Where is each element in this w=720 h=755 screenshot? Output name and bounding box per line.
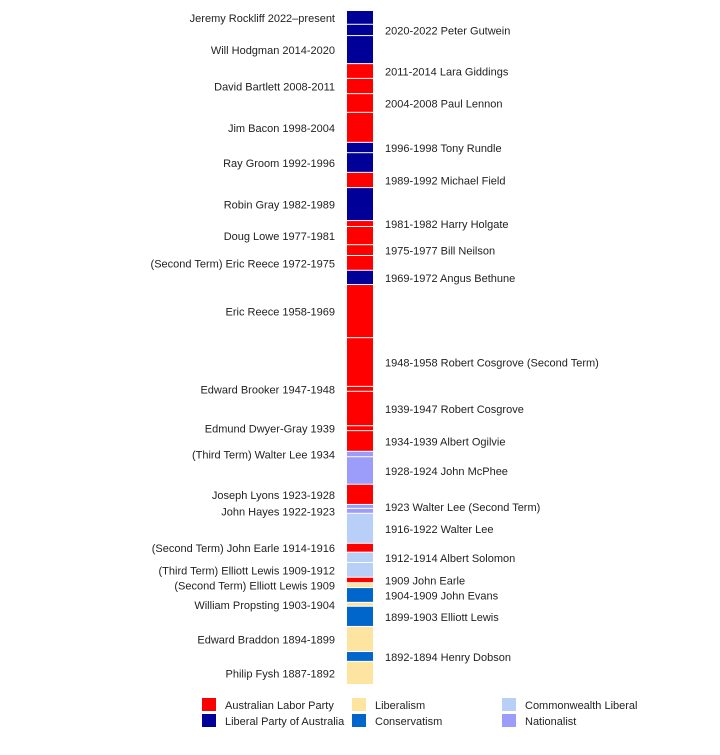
segment-conservatism [347,606,373,626]
premier-label: 2004-2008 Paul Lennon [385,98,502,110]
premier-label: 1912-1914 Albert Solomon [385,553,515,565]
segment-nationalist [347,504,373,508]
premier-label: 1996-1998 Tony Rundle [385,143,502,155]
segment-labor [347,386,373,391]
segment-liberal [347,153,373,172]
timeline-bar [347,11,373,684]
premier-label: 1989-1992 Michael Field [385,175,505,187]
segment-nationalist [347,451,373,457]
legend-swatch-commonwealth_liberal [502,698,516,711]
segment-commonwealth_liberal [347,562,373,577]
premier-label: Joseph Lyons 1923-1928 [212,490,335,502]
premier-label: 1981-1982 Harry Holgate [385,219,509,231]
premier-label: (Third Term) Elliott Lewis 1909-1912 [159,565,335,577]
segment-labor [347,543,373,552]
premier-label: 1904-1909 John Evans [385,590,499,602]
segment-labor [347,285,373,338]
premier-label: 1939-1947 Robert Cosgrove [385,404,524,416]
segment-liberal [347,270,373,285]
premier-label: (Second Term) John Earle 1914-1916 [152,543,335,555]
premier-label: 1934-1939 Albert Ogilvie [385,436,505,448]
segment-liberal [347,36,373,64]
premier-label: 1909 John Earle [385,575,465,587]
segment-labor [347,221,373,226]
premier-label: 1899-1903 Elliott Lewis [385,612,499,624]
premier-label: (Second Term) Elliott Lewis 1909 [174,581,335,593]
segment-labor [347,431,373,451]
premier-label: William Propsting 1903-1904 [194,600,335,612]
segment-labor [347,338,373,386]
segment-labor [347,226,373,245]
premier-label: Will Hodgman 2014-2020 [211,45,335,57]
premier-label: (Second Term) Eric Reece 1972-1975 [151,258,335,270]
legend-swatch-nationalist [502,714,516,727]
segment-labor [347,94,373,112]
premier-label: 2020-2022 Peter Gutwein [385,25,510,37]
legend-swatch-labor [202,698,216,711]
premier-label: Edmund Dwyer-Gray 1939 [205,424,335,436]
premier-label: (Third Term) Walter Lee 1934 [192,450,335,462]
segment-liberalism [347,661,373,684]
premier-label: Robin Gray 1982-1989 [224,200,335,212]
legend: Australian Labor Party Liberal Party of A… [202,698,638,728]
premier-label: Ray Groom 1992-1996 [223,158,335,170]
premier-label: Edward Braddon 1894-1899 [197,634,335,646]
segment-liberalism [347,583,373,588]
segment-labor [347,577,373,583]
premier-label: 1892-1894 Henry Dobson [385,652,511,664]
premier-label: Jeremy Rockliff 2022–present [190,13,335,25]
premier-label: 1923 Walter Lee (Second Term) [385,502,540,514]
legend-label-liberal: Liberal Party of Australia [225,716,345,728]
segment-labor [347,256,373,270]
premier-label: Edward Brooker 1947-1948 [200,384,335,396]
segment-nationalist [347,508,373,513]
premier-label: 1975-1977 Bill Neilson [385,246,495,258]
legend-label-labor: Australian Labor Party [225,700,334,712]
segment-liberal [347,142,373,153]
segment-conservatism [347,588,373,602]
premier-label: 1928-1924 John McPhee [385,466,508,478]
premier-label: John Hayes 1922-1923 [221,506,335,518]
segment-liberalism [347,626,373,652]
legend-swatch-conservatism [352,714,366,727]
premier-label: Philip Fysh 1887-1892 [226,668,335,680]
legend-label-nationalist: Nationalist [525,716,576,728]
premier-label: Jim Bacon 1998-2004 [228,123,335,135]
segment-labor [347,245,373,256]
premier-label: David Bartlett 2008-2011 [214,82,335,94]
legend-swatch-liberal [202,714,216,727]
segment-conservatism [347,652,373,661]
legend-label-conservatism: Conservatism [375,716,442,728]
premier-label: Doug Lowe 1977-1981 [224,231,335,243]
legend-label-liberalism: Liberalism [375,700,425,712]
segment-labor [347,426,373,431]
segment-labor [347,78,373,94]
segment-liberal [347,24,373,36]
segment-labor [347,112,373,142]
legend-swatch-liberalism [352,698,366,711]
segment-labor [347,484,373,504]
premier-label: 1948-1958 Robert Cosgrove (Second Term) [385,358,599,370]
premier-label: 1969-1972 Angus Bethune [385,273,515,285]
premier-label: Eric Reece 1958-1969 [226,307,335,319]
segment-labor [347,64,373,78]
premier-label: 2011-2014 Lara Giddings [385,67,509,79]
segment-labor [347,391,373,426]
premier-label: 1916-1922 Walter Lee [385,524,493,536]
segment-liberal [347,11,373,24]
segment-liberal [347,188,373,221]
segment-commonwealth_liberal [347,513,373,543]
legend-label-commonwealth_liberal: Commonwealth Liberal [525,700,638,712]
segment-labor [347,172,373,188]
segment-liberalism [347,602,373,606]
timeline-labels: Jeremy Rockliff 2022–present 2020-2022 Pe… [151,13,599,681]
segment-commonwealth_liberal [347,552,373,562]
segment-nationalist [347,457,373,484]
